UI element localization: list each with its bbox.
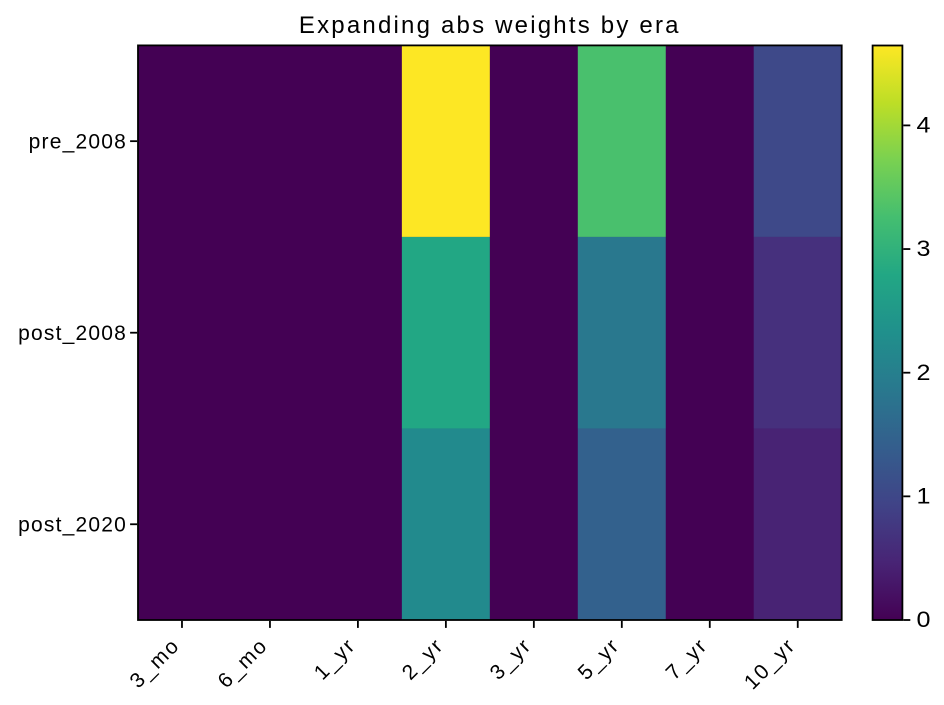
svg-text:post_2008: post_2008 [18, 322, 127, 345]
svg-text:0: 0 [917, 607, 931, 632]
svg-text:post_2020: post_2020 [18, 513, 127, 536]
svg-text:1: 1 [917, 484, 931, 509]
svg-text:4: 4 [917, 113, 931, 138]
svg-text:pre_2008: pre_2008 [29, 130, 127, 153]
svg-text:2: 2 [917, 360, 931, 385]
svg-text:Expanding abs weights by era: Expanding abs weights by era [299, 12, 681, 39]
svg-text:3: 3 [917, 236, 931, 261]
